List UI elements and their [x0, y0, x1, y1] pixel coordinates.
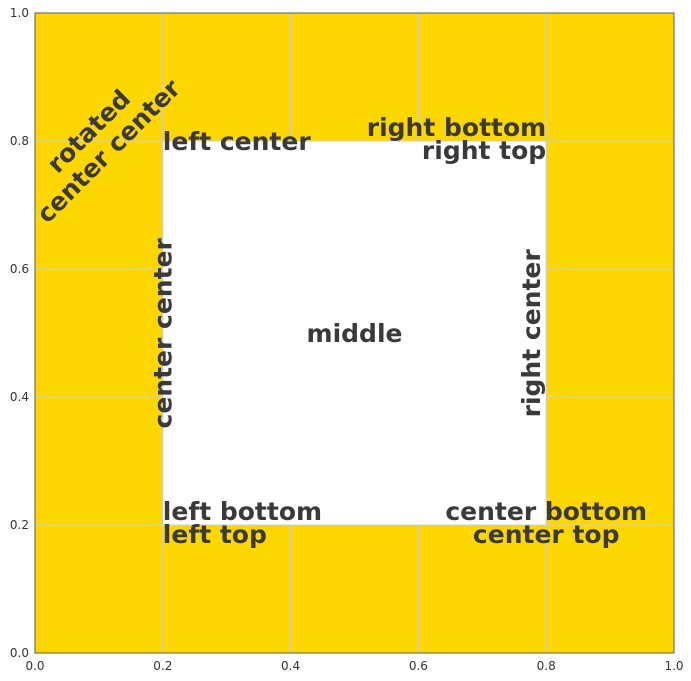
annotation-text: center center	[148, 238, 177, 429]
y-tick-label: 0.6	[10, 262, 29, 276]
annotation-text: center bottom	[445, 497, 647, 526]
annotation-text: left bottom	[163, 497, 322, 526]
annotation-center-top: center top	[473, 520, 620, 549]
annotation-right-top: right top	[422, 136, 546, 165]
annotation-center-bottom: center bottom	[445, 497, 647, 526]
annotation-text: right bottom	[367, 113, 546, 142]
y-tick-label: 0.2	[10, 518, 29, 532]
annotation-line: middle	[307, 319, 403, 348]
x-tick-label: 0.6	[409, 659, 428, 673]
x-tick-label: 0.0	[25, 659, 44, 673]
y-axis-ticks: 0.0 0.2 0.4 0.6 0.8 1.0	[10, 6, 29, 660]
annotation-line: right top	[422, 136, 546, 165]
annotation-left-center: left center	[163, 127, 312, 156]
annotation-line: left top	[163, 520, 267, 549]
x-axis-ticks: 0.0 0.2 0.4 0.6 0.8 1.0	[25, 659, 683, 673]
annotation-line: right bottom	[367, 113, 546, 142]
y-tick-label: 0.4	[10, 390, 29, 404]
annotation-line: center bottom	[445, 497, 647, 526]
annotation-middle: middle	[307, 319, 403, 348]
x-tick-label: 0.4	[281, 659, 300, 673]
annotation-left-bottom: left bottom	[163, 497, 322, 526]
annotation-center-center: center center	[148, 238, 177, 429]
annotation-line: center center	[148, 238, 177, 429]
annotation-text: right top	[422, 136, 546, 165]
annotation-right-center: right center	[517, 249, 546, 418]
y-tick-label: 1.0	[10, 6, 29, 20]
inner-rectangle	[162, 140, 547, 526]
annotation-text: middle	[307, 319, 403, 348]
annotation-line: left bottom	[163, 497, 322, 526]
annotation-text: left center	[163, 127, 312, 156]
annotation-left-top: left top	[163, 520, 267, 549]
plot-frame	[34, 12, 675, 654]
annotation-line: center top	[473, 520, 620, 549]
annotation-text: left top	[163, 520, 267, 549]
x-tick-label: 0.8	[537, 659, 556, 673]
annotation-right-bottom: right bottom	[367, 113, 546, 142]
y-tick-label: 0.8	[10, 134, 29, 148]
annotation-text: center top	[473, 520, 620, 549]
y-tick-label: 0.0	[10, 646, 29, 660]
annotation-line: left center	[163, 127, 312, 156]
x-tick-label: 1.0	[664, 659, 683, 673]
annotation-line: right center	[517, 249, 546, 418]
x-tick-label: 0.2	[153, 659, 172, 673]
annotation-text: right center	[517, 249, 546, 418]
